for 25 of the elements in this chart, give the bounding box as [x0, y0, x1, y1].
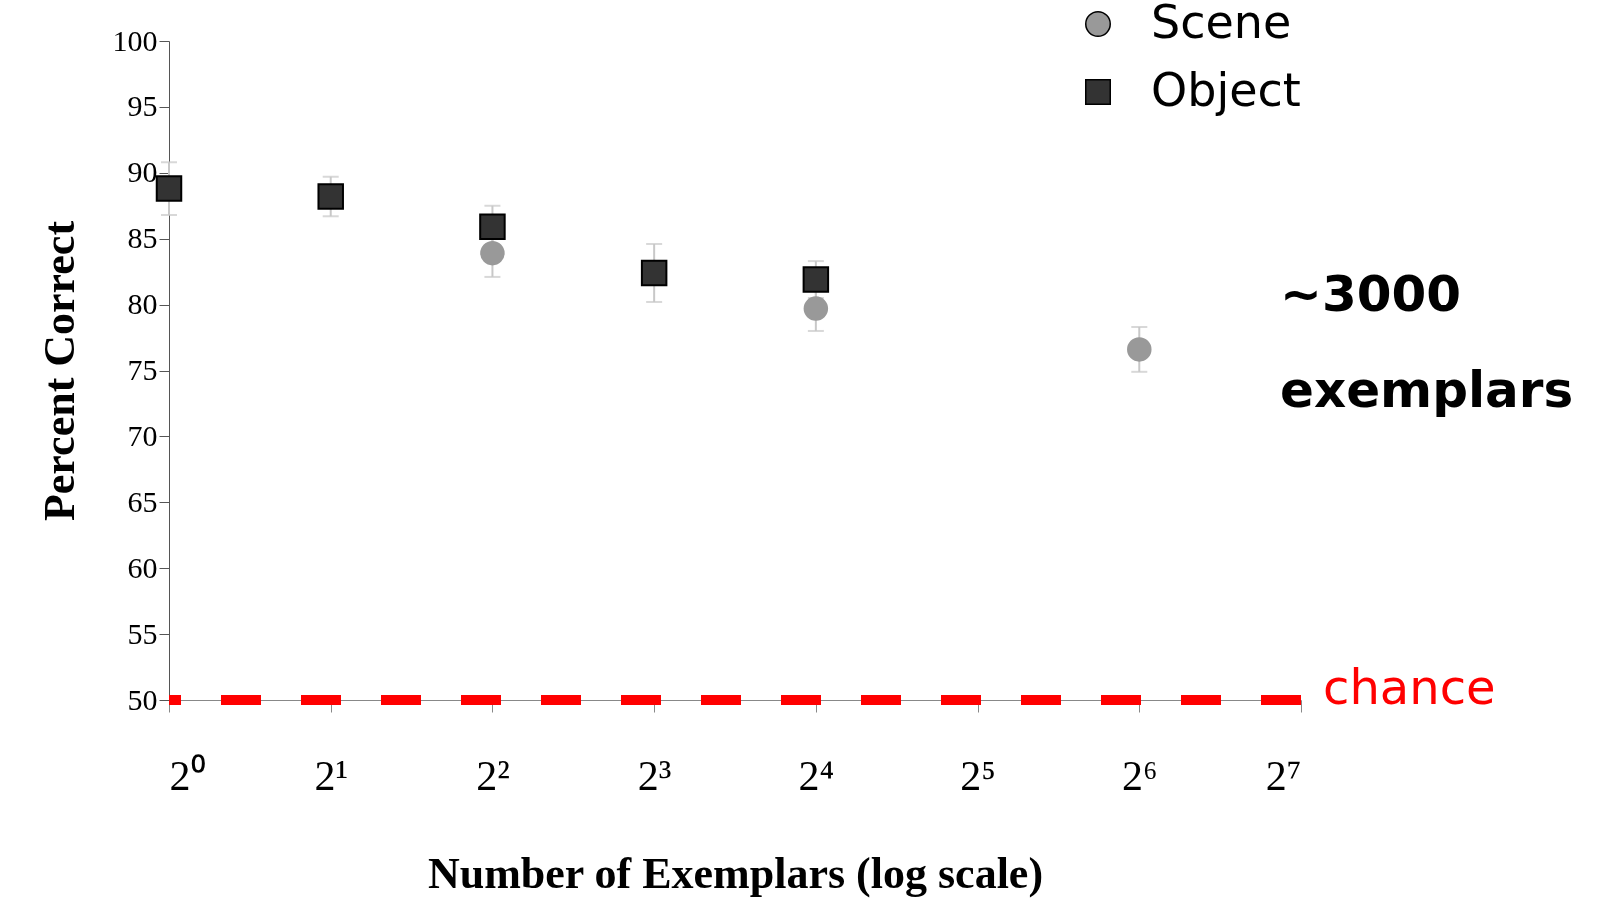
x-tick-label: 2⁷ — [1265, 752, 1302, 799]
x-tick-label: 2⁰ — [169, 752, 206, 799]
x-tick-label: 2¹ — [314, 752, 349, 799]
x-tick-label: 2⁶ — [1121, 752, 1158, 799]
legend-label: Scene — [1151, 0, 1292, 49]
y-tick-label: 55 — [127, 616, 158, 650]
annotation: ~3000 exemplars — [1280, 265, 1574, 419]
legend-label: Object — [1151, 63, 1301, 117]
y-tick-label: 75 — [127, 353, 158, 386]
x-tick-label: 2⁵ — [960, 752, 996, 799]
y-tick-label: 50 — [127, 682, 158, 716]
y-tick-label: 70 — [127, 418, 158, 452]
ref-line-label: chance — [1323, 659, 1496, 715]
y-tick-label: 65 — [127, 484, 158, 518]
y-tick-label: 60 — [127, 550, 158, 584]
y-tick-label: 100 — [112, 23, 158, 57]
x-tick-label: 2⁴ — [798, 752, 835, 799]
y-tick-label: 90 — [127, 155, 158, 189]
y-tick-label: 85 — [127, 221, 158, 255]
x-tick-label: 2³ — [637, 752, 672, 799]
x-axis-title: Number of Exemplars (log scale) — [427, 848, 1044, 898]
x-tick-label: 2² — [476, 752, 510, 799]
y-axis-title: Percent Correct — [34, 220, 84, 522]
y-tick-label: 80 — [127, 287, 158, 321]
y-tick-label: 95 — [127, 89, 158, 123]
